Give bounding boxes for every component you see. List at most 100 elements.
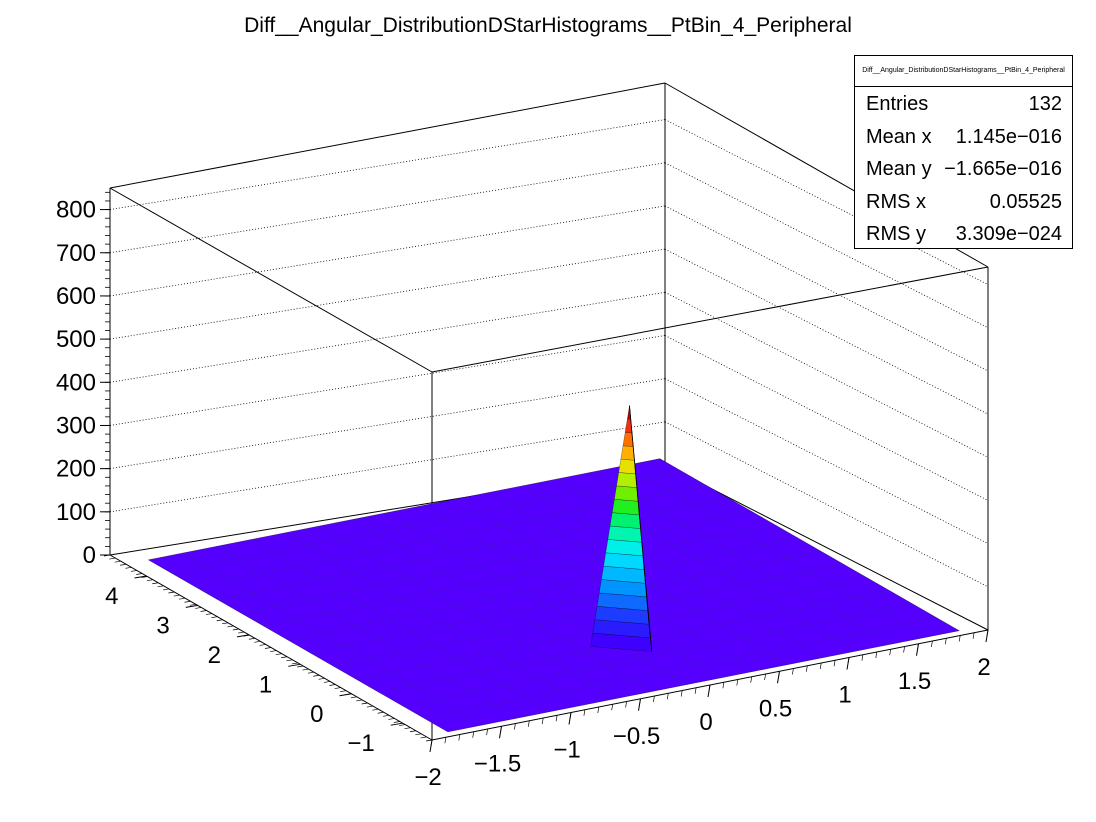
y-major-tick [236, 634, 250, 638]
back-gridline [109, 421, 666, 513]
y-minor-tick [184, 600, 191, 603]
stats-label: RMS y [866, 223, 926, 245]
x-minor-tick [653, 695, 655, 703]
x-minor-tick [486, 728, 488, 736]
x-minor-tick [430, 739, 433, 747]
y-minor-tick [297, 665, 304, 668]
x-minor-tick [708, 684, 711, 692]
y-major-tick [134, 575, 147, 579]
floor-gridline [420, 505, 721, 679]
x-minor-tick [750, 676, 753, 683]
peak-face-front-left [618, 458, 636, 475]
y-minor-tick [409, 730, 416, 733]
y-minor-tick [141, 576, 148, 578]
x-minor-tick [931, 640, 933, 648]
plot-frame-3d [109, 82, 989, 741]
box-edge [431, 266, 989, 373]
y-minor-tick [222, 622, 229, 625]
y-minor-tick [211, 616, 218, 619]
y-minor-tick [205, 613, 213, 615]
stats-row-mean-y: Mean y −1.665e−016 [855, 152, 1072, 185]
back-gridline [664, 335, 989, 501]
back-gridline [109, 248, 666, 340]
x-minor-tick [833, 660, 836, 667]
back-gridline [109, 205, 666, 297]
y-minor-tick [377, 711, 384, 714]
y-minor-tick [232, 628, 239, 631]
y-minor-tick [125, 566, 132, 569]
y-minor-tick [313, 674, 320, 677]
y-minor-tick [286, 659, 293, 662]
z-tick-label: 600 [56, 283, 96, 310]
stats-label: Mean y [866, 158, 932, 180]
stats-box: Diff__Angular_DistributionDStarHistogram… [854, 55, 1073, 249]
z-tick-label: 300 [56, 412, 96, 439]
x-tick-label: 1.5 [898, 668, 931, 695]
z-tick-label: 400 [56, 369, 96, 396]
axes: 0 100 200 300 400 500 600 700 800 −2 −1.5 −1 −0.5 0 0.… [56, 191, 991, 791]
floor-gridline [523, 485, 824, 658]
peak-face-front-left [620, 445, 635, 461]
back-gridline [109, 335, 666, 426]
y-minor-tick [393, 721, 400, 723]
x-tick-label: −1 [553, 737, 580, 764]
z-tick-label: 800 [56, 197, 96, 224]
box-edge [109, 82, 666, 189]
peak-edge [629, 405, 653, 652]
y-minor-tick [162, 588, 170, 591]
back-gridline [664, 248, 989, 415]
floor-gridline [217, 498, 730, 600]
floor-gridline [332, 564, 845, 667]
x-tick-label: −1.5 [474, 750, 521, 777]
x-minor-tick [958, 635, 961, 642]
x-minor-tick [625, 701, 627, 708]
x-minor-tick [972, 632, 975, 639]
y-minor-tick [216, 619, 223, 622]
floor-gridline [386, 512, 687, 685]
y-minor-tick [264, 647, 272, 649]
x-tick-label: 1 [838, 682, 851, 709]
y-minor-tick [200, 610, 207, 612]
stats-row-mean-x: Mean x 1.145e−016 [855, 120, 1072, 153]
x-minor-tick [500, 726, 502, 733]
x-minor-tick [680, 690, 683, 697]
y-minor-tick [388, 718, 395, 720]
floor-gridline [352, 519, 653, 692]
y-minor-tick [302, 668, 309, 671]
y-minor-tick [323, 681, 331, 683]
z-tick-label: 0 [83, 542, 96, 569]
stats-value: 132 [1028, 93, 1062, 115]
x-minor-tick [583, 709, 586, 716]
y-tick-label: 4 [105, 583, 118, 610]
y-minor-tick [157, 585, 164, 588]
y-tick-label: 0 [310, 701, 323, 728]
y-minor-tick [248, 637, 255, 640]
y-minor-tick [383, 714, 390, 717]
y-minor-tick [361, 702, 368, 705]
z-tick-label: 200 [56, 456, 96, 483]
y-minor-tick [372, 708, 379, 711]
surface-floor [147, 458, 960, 733]
stats-value: −1.665e−016 [944, 158, 1062, 180]
x-tick-label: 2 [977, 654, 990, 681]
floor-gridline [625, 465, 926, 638]
x-minor-tick [861, 654, 864, 661]
y-minor-tick [227, 625, 234, 628]
peak-face-front-left [607, 525, 643, 543]
x-minor-tick [569, 712, 572, 719]
x-minor-tick [792, 668, 794, 675]
y-minor-tick [179, 597, 186, 600]
stats-row-rms-x: RMS x 0.05525 [855, 185, 1072, 218]
floor-gridline [216, 546, 517, 719]
y-minor-tick [195, 607, 202, 609]
x-minor-tick [514, 723, 516, 730]
stats-row-entries: Entries 132 [855, 87, 1072, 120]
x-minor-tick [458, 734, 461, 741]
x-minor-tick [722, 682, 725, 689]
y-minor-tick [254, 640, 261, 643]
y-minor-tick [109, 557, 116, 560]
y-minor-tick [329, 684, 336, 686]
y-minor-tick [146, 579, 153, 582]
y-minor-tick [425, 739, 433, 742]
y-minor-tick [318, 677, 325, 680]
